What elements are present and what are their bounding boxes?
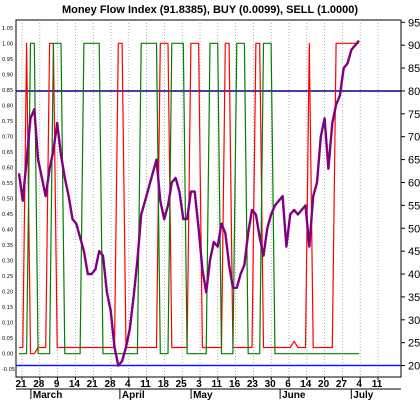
left-tick-label: 0.90 xyxy=(2,72,13,78)
right-tick-label: 75 xyxy=(408,109,420,121)
x-tick-label: 14 xyxy=(300,379,312,390)
left-tick-label: 0.50 xyxy=(2,197,13,203)
right-tick-label: 70 xyxy=(408,132,420,144)
x-tick-label: 28 xyxy=(33,379,45,390)
left-tick-label: 0.35 xyxy=(2,243,13,249)
right-tick-label: 55 xyxy=(408,200,420,212)
month-label: March xyxy=(33,390,62,400)
right-tick-label: 45 xyxy=(408,246,420,258)
left-axis: 1.05 1.00 0.95 0.90 0.85 0.80 0.75 0.70 0.65 0.60… xyxy=(2,26,15,373)
right-tick-label: 65 xyxy=(408,155,420,167)
x-tick-label: 6 xyxy=(285,379,291,390)
right-tick-label: 50 xyxy=(408,223,420,235)
x-tick-label: 20 xyxy=(318,379,330,390)
x-tick-label: 16 xyxy=(229,379,241,390)
x-tick-label: 21 xyxy=(87,379,99,390)
x-tick-label: 11 xyxy=(212,379,223,390)
left-tick-label: 1.00 xyxy=(2,41,13,47)
x-tick-label: 9 xyxy=(54,379,60,390)
right-axis: 20 25 30 35 40 45 50 55 60 65 70 75 80 85 90 95 xyxy=(401,17,420,373)
month-label: April xyxy=(122,390,145,400)
left-tick-label: 0.20 xyxy=(2,290,13,296)
x-tick-label: 25 xyxy=(176,379,188,390)
left-tick-label: 0.05 xyxy=(2,336,13,342)
x-tick-label: 4 xyxy=(125,379,131,390)
right-tick-label: 85 xyxy=(408,63,420,75)
left-tick-label: 0.30 xyxy=(2,259,13,265)
left-tick-label: 1.05 xyxy=(2,26,13,32)
x-tick-label: 3 xyxy=(196,379,202,390)
month-label: June xyxy=(282,390,306,400)
right-tick-label: 30 xyxy=(408,315,420,327)
x-tick-label: 21 xyxy=(15,379,27,390)
right-tick-label: 90 xyxy=(408,40,420,52)
chart-title: Money Flow Index (91.8385), BUY (0.0099)… xyxy=(62,4,358,16)
left-tick-label: 0.55 xyxy=(2,181,13,187)
left-tick-label: 0.25 xyxy=(2,274,13,280)
series-layer xyxy=(17,39,360,367)
x-tick-label: 11 xyxy=(372,379,383,390)
plot-area: 1.05 1.00 0.95 0.90 0.85 0.80 0.75 0.70 0.65 0.60… xyxy=(2,17,420,378)
left-tick-label: 0.85 xyxy=(2,88,13,94)
left-tick-label: 0.70 xyxy=(2,134,13,140)
left-tick-label: 0.75 xyxy=(2,119,13,125)
left-tick-label: 0.10 xyxy=(2,321,13,327)
reference-lines xyxy=(16,90,401,367)
right-tick-label: 60 xyxy=(408,177,420,189)
month-label: May xyxy=(193,390,213,400)
x-axis: 21 28 9 14 21 28 4 11 18 25 3 11 16 23 30 6 14 20 27 4 11 xyxy=(15,377,401,390)
x-tick-label: 30 xyxy=(265,379,277,390)
x-tick-label: 23 xyxy=(247,379,259,390)
month-axis: March April May June July xyxy=(30,389,374,400)
right-tick-label: 25 xyxy=(408,338,420,350)
left-tick-label: 0.40 xyxy=(2,228,13,234)
right-tick-label: 35 xyxy=(408,292,420,304)
right-tick-label: 80 xyxy=(408,86,420,98)
x-tick-label: 11 xyxy=(140,379,151,390)
buy-series-line xyxy=(19,42,359,355)
mfi-series-line xyxy=(17,39,360,367)
x-tick-label: 4 xyxy=(356,379,362,390)
x-tick-label: 27 xyxy=(336,379,348,390)
left-tick-label: 0.65 xyxy=(2,150,13,156)
left-tick-label: 0.00 xyxy=(2,352,13,358)
left-tick-label: 0.45 xyxy=(2,212,13,218)
left-tick-label: 0.95 xyxy=(2,57,13,63)
month-label: July xyxy=(353,390,373,400)
right-tick-label: 40 xyxy=(408,269,420,281)
x-tick-label: 18 xyxy=(158,379,170,390)
right-tick-label: 20 xyxy=(408,361,420,373)
right-tick-label: 95 xyxy=(408,17,420,29)
left-tick-label: 0.15 xyxy=(2,305,13,311)
left-tick-label: 0.60 xyxy=(2,165,13,171)
left-tick-label: 0.80 xyxy=(2,103,13,109)
x-tick-label: 14 xyxy=(69,379,81,390)
x-tick-label: 28 xyxy=(104,379,116,390)
left-tick-label: -0.05 xyxy=(2,367,15,373)
sell-series-line xyxy=(19,42,359,355)
